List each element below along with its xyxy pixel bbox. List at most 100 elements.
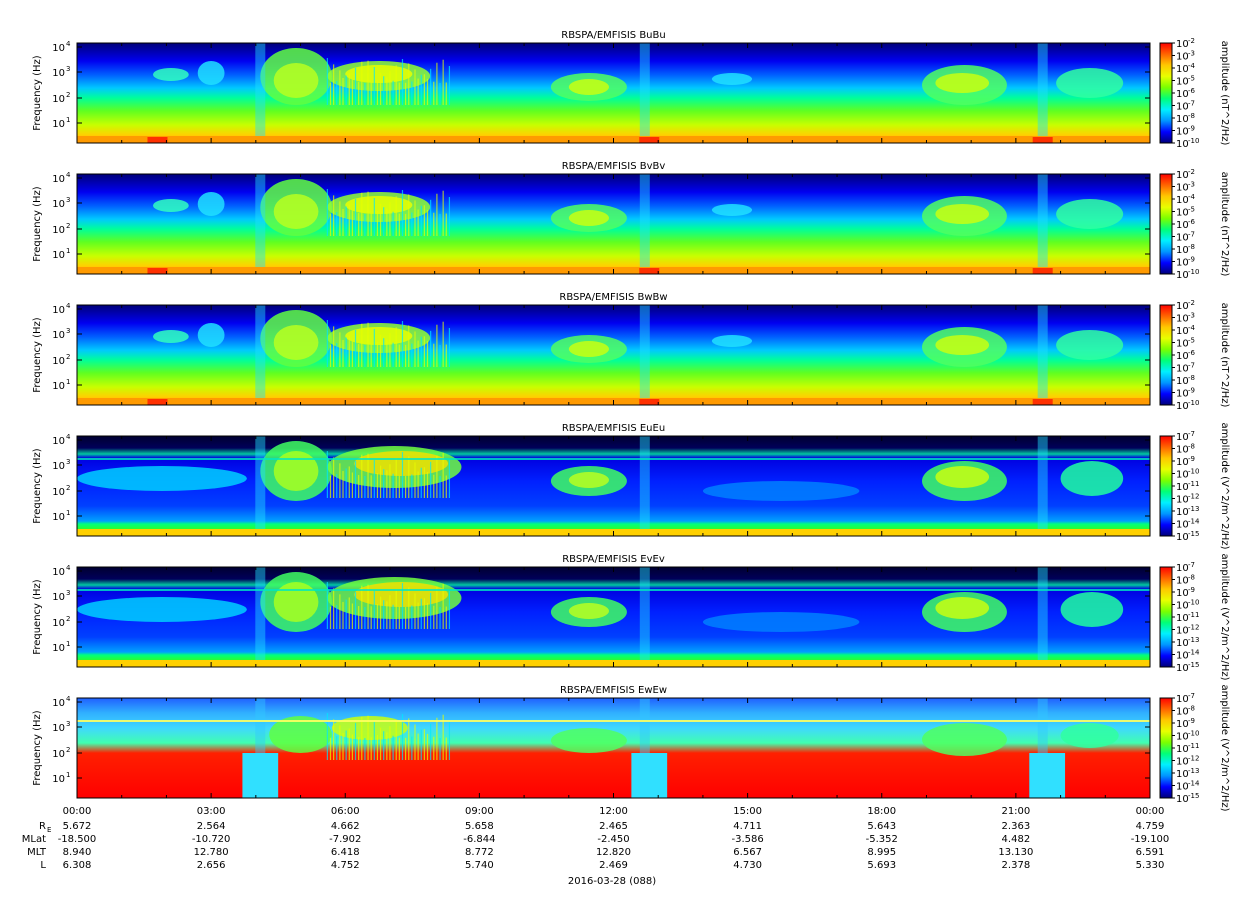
emission-feature [935, 204, 990, 224]
colorbar-tick-base: 10 [1176, 782, 1189, 793]
colorbar-tick-exponent: -11 [1188, 611, 1199, 619]
colorbar-tick-exponent: -5 [1188, 75, 1195, 83]
colorbar-tick-exponent: -2 [1188, 299, 1195, 307]
colorbar-tick-base: 10 [1176, 301, 1189, 312]
colorbar-tick-exponent: -13 [1188, 767, 1199, 775]
y-axis-label: Frequency (Hz) [32, 579, 43, 655]
emission-feature [702, 612, 860, 632]
ephemeris-value: 2.363 [1002, 821, 1031, 832]
colorbar-tick-base: 10 [1176, 445, 1189, 456]
colorbar-tick-base: 10 [1176, 127, 1189, 138]
ephemeris-value: 2.378 [1002, 860, 1031, 871]
colorbar-tick-exponent: -14 [1188, 780, 1200, 788]
colorbar-tick-exponent: -8 [1188, 443, 1195, 451]
colorbar-tick-exponent: -13 [1188, 505, 1199, 513]
y-tick-exponent: 1 [66, 247, 70, 255]
crossing-band [1037, 567, 1048, 667]
colorbar-tick-base: 10 [1176, 601, 1189, 612]
colorbar-tick-exponent: -8 [1188, 243, 1195, 251]
ephemeris-table: R E 5.672 2.564 4.662 5.658 2.465 4.711 5.643 2.3… [22, 821, 1170, 871]
colorbar-tick-base: 10 [1176, 364, 1189, 375]
time-axis: 00:00 03:00 06:00 09:00 12:00 15:00 18:00 21:00… [63, 806, 1165, 817]
colorbar-tick-exponent: -4 [1188, 62, 1196, 70]
saturation-gap [1029, 753, 1066, 798]
crossing-band [1037, 436, 1048, 536]
ephemeris-row-label-sub: E [47, 826, 51, 834]
x-tick-label: 18:00 [867, 806, 896, 817]
low-frequency-hotspot [639, 268, 660, 274]
emission-feature [273, 451, 319, 491]
colorbar-tick-base: 10 [1176, 77, 1189, 88]
panel-title: RBSPA/EMFISIS EwEw [560, 685, 667, 696]
panel-title: RBSPA/EMFISIS BvBv [562, 161, 666, 172]
y-tick-label: 10 [52, 305, 65, 316]
low-frequency-hotspot [639, 137, 660, 143]
y-tick-label: 10 [52, 592, 65, 603]
crossing-band [639, 436, 650, 536]
y-tick-exponent: 4 [66, 564, 71, 572]
colorbar-tick-base: 10 [1176, 139, 1189, 150]
y-tick-label: 10 [52, 749, 65, 760]
colorbar-tick-exponent: -6 [1188, 87, 1196, 95]
y-tick-exponent: 4 [66, 171, 71, 179]
x-tick-label: 21:00 [1001, 806, 1030, 817]
ephemeris-value: -6.844 [463, 834, 495, 845]
colorbar-tick-exponent: -3 [1188, 312, 1195, 320]
y-tick-exponent: 3 [66, 458, 70, 466]
emission-feature [197, 61, 225, 85]
ephemeris-value: 4.662 [331, 821, 360, 832]
emission-feature [711, 335, 753, 347]
colorbar-tick-exponent: -13 [1188, 636, 1199, 644]
colorbar-tick-exponent: -9 [1188, 256, 1195, 264]
colorbar-tick-exponent: -9 [1188, 586, 1195, 594]
y-tick-label: 10 [52, 487, 65, 498]
low-frequency-hotspot [1032, 137, 1053, 143]
y-tick-label: 10 [52, 94, 65, 105]
ephemeris-value: 5.693 [867, 860, 896, 871]
ephemeris-value: 2.656 [197, 860, 226, 871]
interference-line [77, 458, 1150, 460]
colorbar-tick-base: 10 [1176, 794, 1189, 805]
emission-feature [273, 582, 319, 622]
colorbar-tick-base: 10 [1176, 314, 1189, 325]
colorbar-tick-exponent: -4 [1188, 193, 1196, 201]
y-tick-exponent: 2 [66, 746, 70, 754]
emission-feature [197, 192, 225, 216]
colorbar-tick-exponent: -3 [1188, 181, 1195, 189]
colorbar [1159, 697, 1173, 799]
colorbar-tick-exponent: -7 [1188, 231, 1195, 239]
ephemeris-value: -19.100 [1131, 834, 1170, 845]
y-tick-exponent: 4 [66, 695, 71, 703]
y-tick-exponent: 2 [66, 484, 70, 492]
y-axis-label: Frequency (Hz) [32, 710, 43, 786]
colorbar-tick-base: 10 [1176, 351, 1189, 362]
y-tick-exponent: 2 [66, 615, 70, 623]
ephemeris-row-label: L [40, 860, 46, 871]
y-tick-exponent: 1 [66, 378, 70, 386]
low-frequency-hotspot [147, 399, 168, 405]
ephemeris-value: 4.752 [331, 860, 360, 871]
colorbar-tick-exponent: -11 [1188, 742, 1199, 750]
y-tick-label: 10 [52, 567, 65, 578]
emission-feature [568, 603, 610, 619]
ephemeris-row-label: MLT [27, 847, 47, 858]
emission-feature [568, 472, 610, 488]
colorbar [1159, 173, 1173, 275]
colorbar-tick-exponent: -2 [1188, 37, 1195, 45]
colorbar-tick-exponent: -9 [1188, 717, 1195, 725]
colorbar-tick-base: 10 [1176, 326, 1189, 337]
ephemeris-value: 4.482 [1002, 834, 1031, 845]
colorbar-tick-base: 10 [1176, 744, 1189, 755]
colorbar-tick-exponent: -11 [1188, 480, 1199, 488]
colorbar-tick-base: 10 [1176, 114, 1189, 125]
colorbar-tick-base: 10 [1176, 470, 1189, 481]
low-frequency-hotspot [639, 399, 660, 405]
x-tick-label: 09:00 [465, 806, 494, 817]
y-tick-label: 10 [52, 512, 65, 523]
colorbar-tick-exponent: -7 [1188, 430, 1195, 438]
colorbar-tick-base: 10 [1176, 39, 1189, 50]
ephemeris-value: 8.940 [63, 847, 92, 858]
